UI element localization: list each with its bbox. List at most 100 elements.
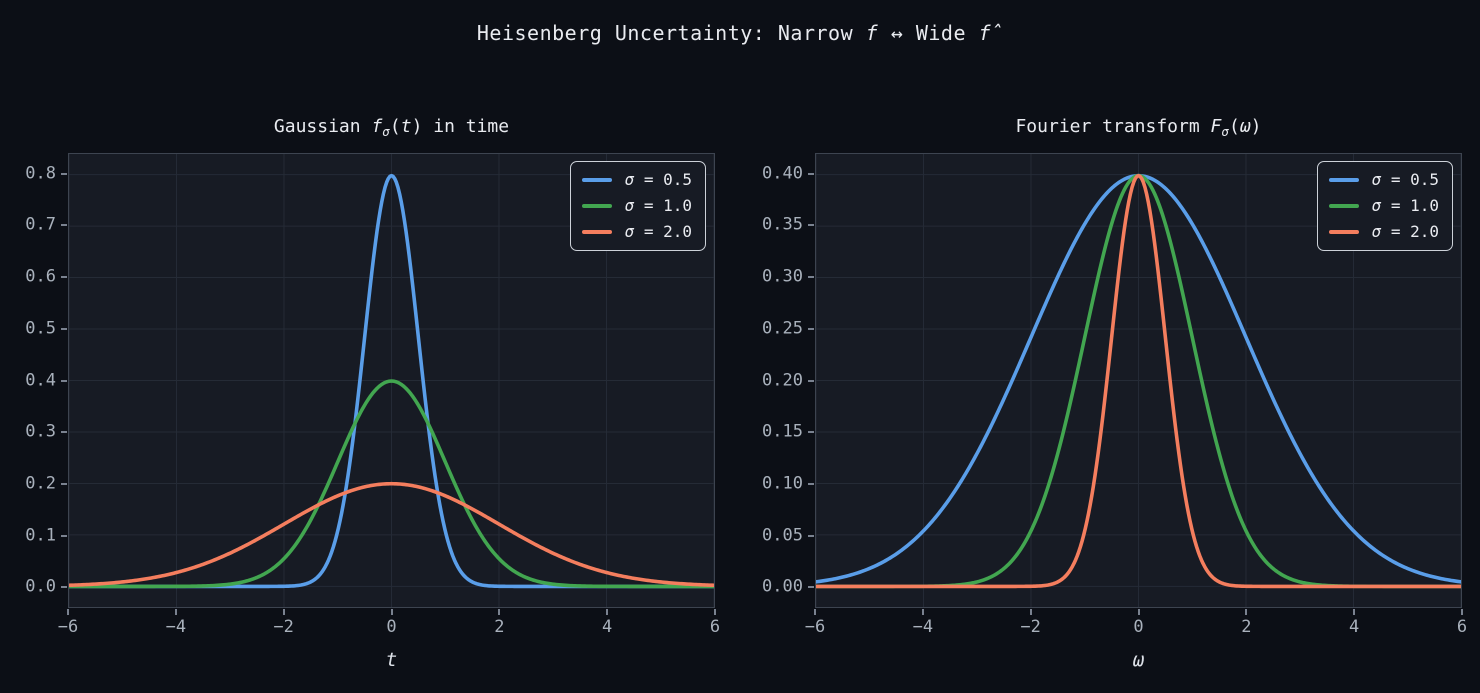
- title-segment: (: [1228, 116, 1240, 137]
- legend-label: σ = 0.5: [624, 170, 692, 189]
- legend-label: σ = 2.0: [1371, 222, 1439, 242]
- x-tick-mark: [67, 609, 69, 615]
- x-tick-label: −6: [804, 617, 826, 637]
- y-tick-mark: [61, 172, 67, 175]
- y-tick-mark: [808, 482, 814, 485]
- x-tick-label: 2: [1241, 617, 1252, 637]
- series-line-σ=2.0: [69, 481, 714, 588]
- x-tick-mark: [1353, 609, 1356, 615]
- y-tick-label: 0.10: [762, 473, 803, 494]
- right-subplot-title: Fourier transform Fσ(ω): [815, 116, 1462, 139]
- y-tick-mark: [61, 586, 67, 589]
- legend-item: σ = 0.5: [1328, 170, 1439, 189]
- y-tick-mark: [808, 276, 814, 279]
- title-segment: F: [1210, 116, 1222, 137]
- series-line-σ=2.0: [816, 173, 1461, 589]
- title-segment: Gaussian: [273, 116, 372, 137]
- left-subplot-title: Gaussian fσ(t) in time: [68, 116, 715, 139]
- x-tick-mark: [921, 609, 924, 615]
- title-segment: σ: [382, 123, 390, 139]
- legend-item: σ = 2.0: [581, 222, 692, 242]
- x-tick-label: 2: [494, 617, 505, 637]
- y-tick-label: 0.15: [762, 421, 803, 442]
- y-tick-label: 0.2: [25, 473, 56, 494]
- title-segment: t: [400, 116, 412, 137]
- left-subplot: Gaussian fσ(t) in time t 0.0 0.1 0.2 0.3 0.4…: [25, 116, 720, 671]
- y-tick-mark: [61, 482, 67, 485]
- title-segment: f: [371, 116, 383, 137]
- y-tick-mark: [61, 327, 67, 330]
- y-tick-label: 0.8: [25, 163, 56, 184]
- legend-item: σ = 1.0: [1328, 196, 1439, 216]
- figure-title: Heisenberg Uncertainty: Narrow f ↔ Wide …: [0, 21, 1480, 45]
- x-tick-label: 0: [386, 617, 397, 637]
- y-tick-mark: [808, 172, 814, 175]
- legend-label: σ = 2.0: [624, 222, 692, 242]
- title-segment: f: [865, 21, 879, 45]
- y-tick-mark: [808, 586, 814, 589]
- y-tick-label: 0.05: [762, 525, 803, 546]
- y-tick-mark: [808, 431, 814, 434]
- title-segment: Fourier transform: [1015, 116, 1211, 137]
- y-tick-mark: [61, 276, 67, 279]
- legend-label: σ = 0.5: [1371, 170, 1439, 189]
- x-tick-mark: [174, 609, 177, 615]
- legend-label: σ = 1.0: [624, 196, 692, 216]
- plot-canvas: [816, 154, 1461, 607]
- x-tick-label: −6: [57, 617, 79, 637]
- y-tick-label: 0.7: [25, 214, 56, 235]
- y-tick-mark: [808, 534, 814, 537]
- title-segment: (: [389, 116, 401, 137]
- y-tick-label: 0.0: [25, 576, 56, 597]
- legend: σ = 0.5 σ = 1.0 σ = 2.0: [569, 161, 706, 251]
- x-tick-mark: [714, 609, 716, 615]
- x-tick-mark: [498, 609, 501, 615]
- right-x-axis-label: ω: [1132, 649, 1145, 671]
- x-tick-label: 6: [709, 617, 721, 637]
- x-tick-mark: [1029, 609, 1032, 615]
- x-tick-label: −2: [273, 617, 294, 637]
- x-tick-mark: [282, 609, 285, 615]
- x-tick-mark: [1245, 609, 1248, 615]
- y-tick-label: 0.4: [25, 370, 56, 390]
- title-segment: σ: [1221, 123, 1229, 139]
- legend-swatch: [581, 203, 612, 208]
- legend-swatch: [1328, 203, 1359, 208]
- x-tick-label: 6: [1456, 617, 1468, 637]
- y-tick-label: 0.1: [25, 525, 56, 546]
- y-tick-label: 0.25: [762, 318, 803, 339]
- left-x-axis-label: t: [385, 649, 398, 671]
- title-segment: ): [1250, 116, 1262, 137]
- title-segment: f̂: [978, 21, 1004, 45]
- y-tick-label: 0.00: [762, 576, 803, 597]
- y-tick-mark: [61, 534, 67, 537]
- y-tick-label: 0.40: [762, 163, 803, 184]
- x-tick-label: −4: [912, 617, 934, 637]
- legend-item: σ = 1.0: [581, 196, 692, 216]
- title-segment: ω: [1239, 116, 1251, 137]
- title-segment: ↔ Wide: [878, 21, 979, 45]
- legend-label: σ = 1.0: [1371, 196, 1439, 216]
- x-tick-mark: [1137, 609, 1140, 615]
- y-tick-mark: [808, 224, 814, 227]
- x-tick-mark: [606, 609, 609, 615]
- legend-swatch: [581, 177, 612, 182]
- legend: σ = 0.5 σ = 1.0 σ = 2.0: [1316, 161, 1453, 251]
- series-line-σ=1.0: [69, 379, 714, 589]
- y-tick-mark: [808, 327, 814, 330]
- y-tick-label: 0.5: [25, 318, 56, 339]
- x-tick-label: −2: [1020, 617, 1041, 637]
- x-tick-mark: [814, 609, 816, 615]
- y-tick-label: 0.3: [25, 421, 56, 442]
- x-tick-label: −4: [165, 617, 187, 637]
- x-tick-label: 0: [1133, 617, 1144, 637]
- right-subplot: Fourier transform Fσ(ω) ω 0.00 0.05 0.10 0.…: [762, 116, 1467, 671]
- title-segment: ) in time: [411, 116, 510, 137]
- legend-swatch: [1328, 177, 1359, 182]
- legend-item: σ = 0.5: [581, 170, 692, 189]
- y-tick-mark: [61, 431, 67, 434]
- legend-item: σ = 2.0: [1328, 222, 1439, 242]
- x-tick-label: 4: [1349, 617, 1360, 637]
- legend-swatch: [581, 229, 612, 234]
- x-tick-mark: [390, 609, 393, 615]
